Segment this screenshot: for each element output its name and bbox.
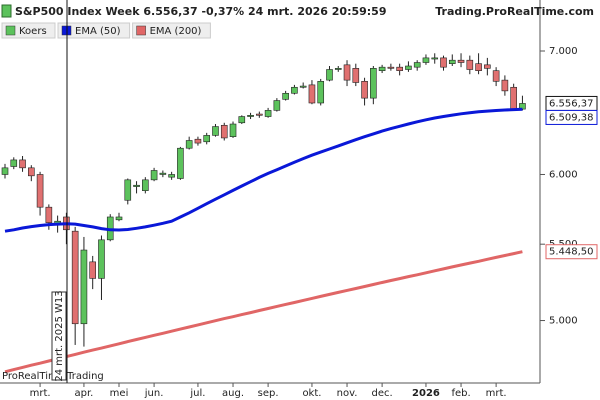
candle-body <box>484 64 491 69</box>
ema-line <box>4 250 523 374</box>
legend-swatch <box>5 25 16 36</box>
candle-body <box>159 172 167 175</box>
candle-body <box>203 135 211 143</box>
candle-body <box>89 261 96 279</box>
candle-body <box>220 124 228 139</box>
candle-body <box>142 179 149 191</box>
candle-body <box>413 62 421 68</box>
candle-body <box>475 63 482 71</box>
x-tick-label: jun. <box>144 388 164 399</box>
candle-body <box>519 103 526 110</box>
candle-body <box>115 216 123 221</box>
candle-body <box>124 179 132 201</box>
legend-label: Koers <box>19 26 47 37</box>
crosshair-label-box <box>51 291 67 381</box>
candle-body <box>28 167 35 177</box>
candle-body <box>98 239 105 279</box>
candle-body <box>282 92 289 100</box>
candle-body <box>466 59 474 70</box>
legend-box <box>132 22 211 39</box>
crosshair-label: 24 mrt. 2025 W13 <box>54 290 65 381</box>
y-tick-label: 6.000 <box>549 169 578 180</box>
candle-body <box>370 68 377 99</box>
legend-label: EMA (200) <box>150 26 202 37</box>
y-tick-label: 5.000 <box>549 316 578 327</box>
ema-line <box>4 107 523 233</box>
x-tick-label: sep. <box>258 388 279 399</box>
candle-body <box>334 68 342 70</box>
candle-body <box>10 159 18 167</box>
candle-body <box>150 170 158 181</box>
candle-body <box>378 66 386 71</box>
candle-body <box>71 230 79 325</box>
candle-body <box>1 167 9 175</box>
candle-body <box>168 174 175 178</box>
x-tick-label: mrt. <box>486 388 507 399</box>
candle-body <box>264 110 272 117</box>
candle-body <box>405 65 412 70</box>
candle-body <box>229 123 237 137</box>
price-tag: 6.509,38 <box>549 112 594 123</box>
legend-swatch <box>136 25 146 36</box>
candle-body <box>247 115 254 117</box>
candle-body <box>361 81 368 99</box>
candle-body <box>45 206 53 223</box>
price-tag-box <box>545 109 598 125</box>
candle-body <box>256 113 263 116</box>
x-tick-label: dec. <box>372 388 393 399</box>
candle-body <box>317 81 325 104</box>
legend-box <box>57 22 131 39</box>
x-tick-label: nov. <box>337 388 358 399</box>
candle-body <box>19 159 26 169</box>
plot-area <box>1 53 526 374</box>
x-tick-label: aug. <box>222 388 244 399</box>
candle-body <box>291 86 298 94</box>
candle-body <box>431 57 439 60</box>
legend: Koers EMA (50) EMA (200) <box>1 22 211 39</box>
candle-body <box>36 174 44 208</box>
candle-body <box>492 70 500 82</box>
title-icon <box>1 4 12 18</box>
candle-body <box>212 126 219 136</box>
x-tick-label: feb. <box>451 388 470 399</box>
candle-body <box>177 147 184 179</box>
x-tick-label: jul. <box>189 388 205 399</box>
candle-body <box>440 57 447 68</box>
candle-body <box>457 59 465 63</box>
candle-body <box>343 64 351 81</box>
x-tick-label: mei <box>110 388 129 399</box>
candle-body <box>501 79 509 92</box>
price-tag-box <box>545 244 598 260</box>
x-tick-label: okt. <box>302 388 321 399</box>
crosshair-label-group: 24 mrt. 2025 W13 <box>51 290 67 382</box>
candle-body <box>387 66 395 69</box>
candle-body <box>326 69 333 81</box>
candle-body <box>185 140 193 149</box>
candle-body <box>299 85 307 88</box>
candle-body <box>133 184 140 187</box>
chart-title: S&P500 Index Week 6.556,37 -0,37% 24 mrt… <box>15 5 386 18</box>
price-tag: 6.556,37 <box>549 98 594 109</box>
candle-body <box>396 66 403 71</box>
candle-body <box>352 68 360 83</box>
candle-body <box>510 86 517 110</box>
price-tag: 5.448,50 <box>549 247 594 258</box>
candle-body <box>80 249 88 325</box>
candle-body <box>448 59 456 64</box>
legend-label: EMA (50) <box>75 26 121 37</box>
x-tick-label: apr. <box>75 388 94 399</box>
x-tick-label: 2026 <box>412 388 440 399</box>
candle-body <box>308 84 316 104</box>
source: Trading.ProRealTime.com <box>435 5 594 18</box>
y-tick-label: 7.000 <box>549 46 578 57</box>
candle-body <box>238 116 246 124</box>
candle-body <box>422 57 430 63</box>
candle-body <box>194 138 202 144</box>
x-tick-label: mrt. <box>30 388 51 399</box>
candle-body <box>273 100 281 111</box>
